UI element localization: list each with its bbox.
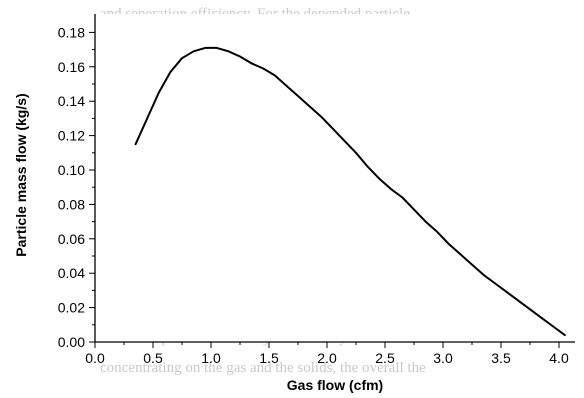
plot-area-background xyxy=(95,14,575,342)
series-layer xyxy=(134,46,566,337)
x-axis-label: Gas flow (cfm) xyxy=(287,377,383,393)
x-tick-label: 3.0 xyxy=(433,350,453,366)
x-tick-label: 4.0 xyxy=(549,350,569,366)
y-tick-label: 0.14 xyxy=(58,93,85,109)
y-tick-label: 0.06 xyxy=(58,231,85,247)
y-axis-label: Particle mass flow (kg/s) xyxy=(13,93,29,256)
y-tick-label: 0.12 xyxy=(58,128,85,144)
y-tick-label: 0.08 xyxy=(58,196,85,212)
x-tick-label: 0.5 xyxy=(143,350,163,366)
x-tick-label: 1.0 xyxy=(201,350,221,366)
x-tick-label: 2.5 xyxy=(375,350,395,366)
y-tick-label: 0.18 xyxy=(58,24,85,40)
y-tick-label: 0.00 xyxy=(58,334,85,350)
background-text-line: concentrating on the gas and the solids,… xyxy=(100,360,426,376)
y-tick-label: 0.04 xyxy=(58,265,85,281)
y-tick-label: 0.02 xyxy=(58,300,85,316)
series-line xyxy=(134,46,566,337)
x-tick-label: 3.5 xyxy=(491,350,511,366)
x-tick-label: 0.0 xyxy=(85,350,105,366)
axes: 0.0 0.5 1.0 1.5 2.0 2.5 3.0 3.5 4.0 0.00 0.02 0.04 0… xyxy=(58,14,575,366)
x-tick-label: 2.0 xyxy=(317,350,337,366)
x-tick-label: 1.5 xyxy=(259,350,279,366)
y-tick-label: 0.10 xyxy=(58,162,85,178)
y-tick-label: 0.16 xyxy=(58,59,85,75)
